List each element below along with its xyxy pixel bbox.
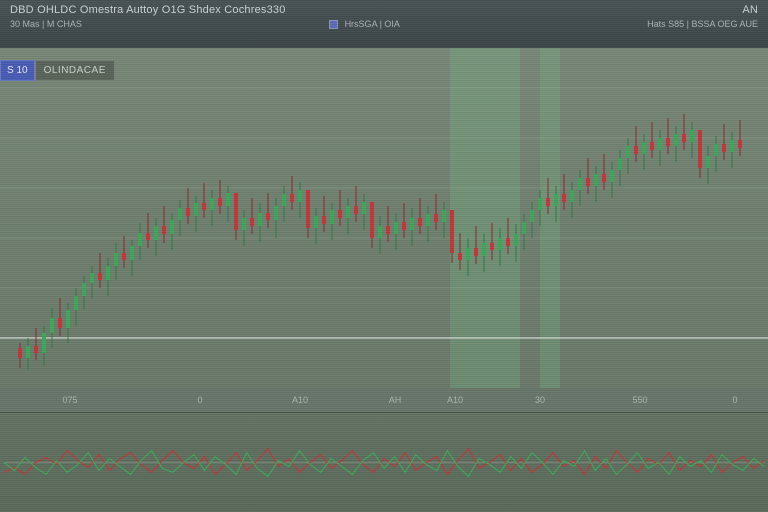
price-indicator-label: OLINDACAE xyxy=(35,60,115,81)
time-axis-tick: 550 xyxy=(632,395,647,405)
time-axis-tick: AH xyxy=(389,395,402,405)
ticker-title: DBD OHLDC Omestra Auttoy O1G Shdex Cochr… xyxy=(10,4,286,16)
time-axis-tick: A10 xyxy=(292,395,308,405)
time-axis-tick: 075 xyxy=(62,395,77,405)
legend-label: HrsSGA | OIA xyxy=(345,19,400,29)
oscillator-svg xyxy=(0,413,768,512)
main-candlestick-chart[interactable] xyxy=(0,48,768,388)
header-right-label: AN xyxy=(742,4,758,16)
legend-item: HrsSGA | OIA xyxy=(329,19,400,29)
time-axis-tick: 0 xyxy=(197,395,202,405)
price-axis-badge: S 10 OLINDACAE xyxy=(0,60,115,81)
timeframe-label[interactable]: 30 Mas | M CHAS xyxy=(10,19,82,29)
header-stats: Hats S85 | BSSA OEG AUE xyxy=(647,19,758,29)
legend-color-swatch xyxy=(329,20,338,29)
price-value: S 10 xyxy=(0,60,35,81)
chart-header: DBD OHLDC Omestra Auttoy O1G Shdex Cochr… xyxy=(0,0,768,48)
oscillator-panel[interactable] xyxy=(0,412,768,512)
time-axis-tick: 30 xyxy=(535,395,545,405)
time-axis-tick: 0 xyxy=(732,395,737,405)
time-axis-tick: A10 xyxy=(447,395,463,405)
time-axis: 075 0 A10 AH A10 30 550 0 xyxy=(0,388,768,412)
candlestick-svg xyxy=(0,48,768,388)
